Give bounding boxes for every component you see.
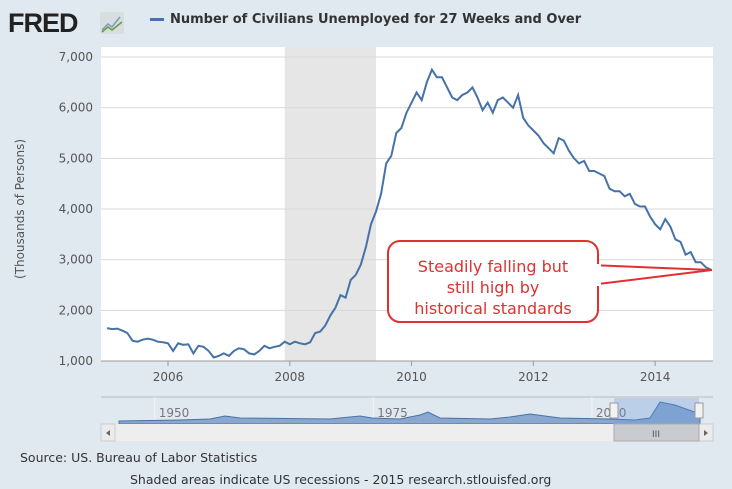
y-tick-label: 3,000 <box>59 253 93 267</box>
legend-swatch <box>150 18 164 21</box>
y-tick-label: 5,000 <box>59 151 93 165</box>
chevron-right-icon <box>704 430 708 436</box>
navigator-series <box>118 401 701 425</box>
navigator-label: 1950 <box>159 406 190 420</box>
fred-logo[interactable]: FRED <box>8 8 78 38</box>
annotation-text: Steadily falling but <box>418 257 568 276</box>
scrollbar-track[interactable] <box>101 424 713 441</box>
x-tick-label: 2006 <box>153 370 184 384</box>
y-axis-label: (Thousands of Persons) <box>13 139 27 279</box>
navigator-handle-left[interactable] <box>609 402 619 419</box>
x-tick-label: 2012 <box>518 370 549 384</box>
legend-label: Number of Civilians Unemployed for 27 We… <box>170 12 582 27</box>
y-tick-label: 2,000 <box>59 303 93 317</box>
chart-title: Number of Civilians Unemployed for 27 We… <box>150 12 581 27</box>
chevron-left-icon <box>106 430 110 436</box>
series-line <box>106 67 712 359</box>
annotation-join <box>589 264 601 286</box>
y-tick-label: 1,000 <box>59 354 93 368</box>
navigator-selection <box>614 398 699 424</box>
recession-note: Shaded areas indicate US recessions - 20… <box>130 472 552 487</box>
recession-band <box>284 47 377 361</box>
navigator-label: 1975 <box>377 406 408 420</box>
source-text: Source: US. Bureau of Labor Statistics <box>20 450 258 465</box>
scroll-grip-icon: III <box>652 430 660 440</box>
y-tick-label: 4,000 <box>59 202 93 216</box>
scrollbar-thumb[interactable] <box>613 423 700 442</box>
x-tick-label: 2010 <box>396 370 427 384</box>
annotation-text: still high by <box>447 278 540 297</box>
y-tick-label: 6,000 <box>59 101 93 115</box>
navigator-handle-right[interactable] <box>694 402 704 419</box>
y-tick-label: 7,000 <box>59 50 93 64</box>
x-tick-label: 2008 <box>275 370 306 384</box>
chart-logo-icon <box>100 12 124 34</box>
annotation-text: historical standards <box>414 299 571 318</box>
x-tick-label: 2014 <box>640 370 671 384</box>
